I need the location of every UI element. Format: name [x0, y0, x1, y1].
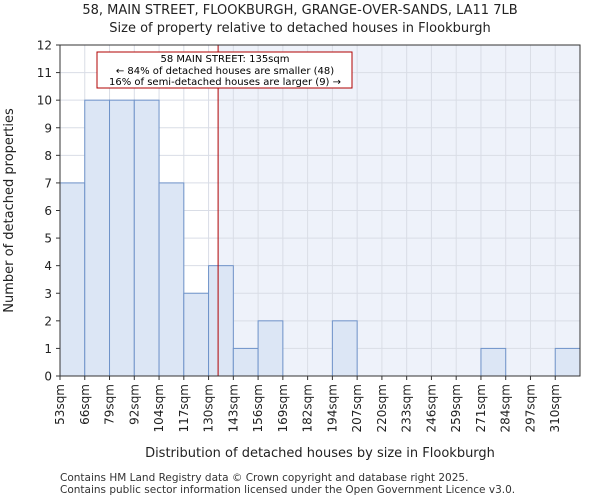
bar-104sqm: [158, 182, 185, 377]
y-tick-label: 12: [37, 39, 52, 53]
annotation-box: [96, 51, 353, 89]
x-tick-label: 117sqm: [177, 384, 191, 432]
y-tick-label: 8: [44, 149, 52, 163]
x-tick-label: 66sqm: [78, 384, 92, 425]
annotation-line-3: 16% of semi-detached houses are larger (…: [109, 77, 341, 88]
bar-143sqm: [232, 347, 259, 377]
y-tick-label: 7: [44, 176, 52, 190]
annotation-line-2: ← 84% of detached houses are smaller (48…: [116, 66, 334, 77]
x-tick-label: 182sqm: [301, 384, 315, 432]
bar-194sqm: [331, 320, 358, 377]
y-tick-label: 9: [44, 121, 52, 135]
x-tick-label: 284sqm: [499, 384, 513, 432]
bar-130sqm: [208, 265, 234, 377]
annotation-line-1: 58 MAIN STREET: 135sqm: [161, 54, 290, 65]
bars-layer: [59, 99, 581, 377]
y-tick-label: 3: [44, 287, 52, 301]
x-tick-label: 104sqm: [152, 384, 166, 432]
annotation-layer: 58 MAIN STREET: 135sqm ← 84% of detached…: [96, 51, 353, 89]
y-tick-label: 10: [37, 94, 52, 108]
x-tick-label: 169sqm: [276, 384, 290, 432]
x-tick-label: 310sqm: [548, 384, 562, 432]
bar-156sqm: [257, 320, 284, 377]
footer-licence: Contains public sector information licen…: [60, 484, 516, 496]
x-tick-label: 220sqm: [375, 384, 389, 432]
bar-79sqm: [109, 99, 135, 377]
x-tick-label: 53sqm: [53, 384, 67, 425]
x-axis-label: Distribution of detached houses by size …: [145, 446, 495, 461]
y-tick-label: 1: [44, 342, 52, 356]
x-tick-label: 207sqm: [350, 384, 364, 432]
y-tick-label: 2: [44, 314, 52, 328]
x-tick-label: 246sqm: [424, 384, 438, 432]
bar-310sqm: [554, 347, 581, 377]
bar-53sqm: [59, 182, 86, 377]
x-tick-label: 79sqm: [103, 384, 117, 425]
y-tick-label: 5: [44, 232, 52, 246]
bar-117sqm: [183, 292, 210, 377]
y-tick-label: 11: [37, 66, 52, 80]
x-tick-label: 130sqm: [202, 384, 216, 432]
y-tick-label: 6: [44, 204, 52, 218]
chart-title: 58, MAIN STREET, FLOOKBURGH, GRANGE-OVER…: [82, 3, 518, 18]
bar-66sqm: [84, 99, 111, 377]
x-tick-label: 194sqm: [325, 384, 339, 432]
x-tick-label: 259sqm: [449, 384, 463, 432]
y-tick-label: 0: [44, 370, 52, 384]
x-tick-label: 233sqm: [400, 384, 414, 432]
x-tick-label: 143sqm: [226, 384, 240, 432]
x-tick-label: 92sqm: [127, 384, 141, 425]
y-tick-label: 4: [44, 259, 52, 273]
chart-title-block: 58, MAIN STREET, FLOOKBURGH, GRANGE-OVER…: [0, 2, 600, 38]
chart-subtitle: Size of property relative to detached ho…: [109, 21, 491, 36]
y-axis-label: Number of detached properties: [2, 108, 17, 313]
bar-271sqm: [480, 347, 507, 377]
x-tick-label: 156sqm: [251, 384, 265, 432]
bar-92sqm: [133, 99, 160, 377]
x-tick-label: 297sqm: [523, 384, 537, 432]
x-tick-label: 271sqm: [474, 384, 488, 432]
footer-copyright: Contains HM Land Registry data © Crown c…: [60, 472, 469, 484]
